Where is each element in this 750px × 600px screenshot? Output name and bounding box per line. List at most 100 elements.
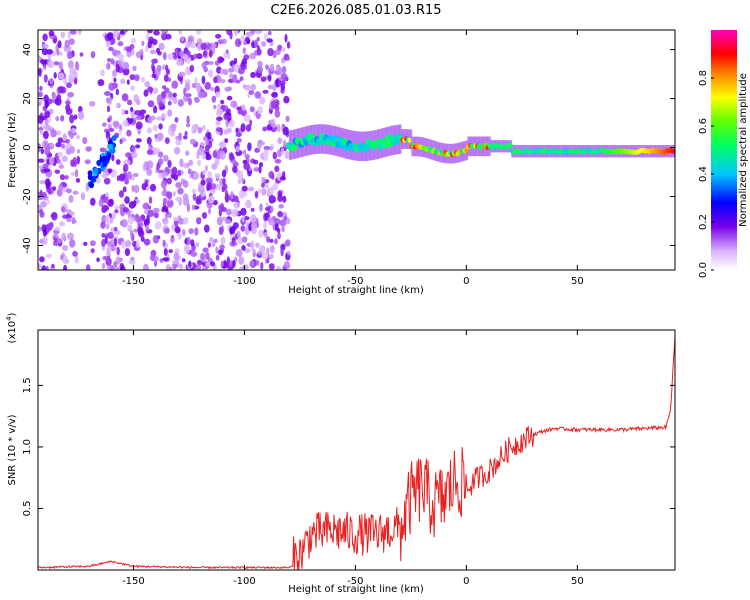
noise-cell — [221, 169, 227, 178]
noise-cell — [130, 37, 137, 44]
noise-cell — [285, 239, 291, 247]
noise-cell — [117, 41, 124, 47]
noise-cell — [282, 195, 287, 203]
noise-cell — [178, 132, 182, 141]
noise-cell — [158, 101, 164, 108]
noise-cell — [269, 205, 274, 213]
noise-cell — [197, 126, 203, 134]
noise-cell — [118, 190, 124, 198]
y-tick-label: -40 — [22, 237, 33, 253]
noise-cell — [146, 214, 150, 223]
noise-cell — [104, 195, 109, 204]
noise-cell — [60, 115, 65, 122]
noise-cell — [172, 191, 176, 197]
noise-cell — [73, 114, 78, 120]
noise-cell — [165, 264, 171, 270]
noise-cell — [85, 146, 92, 152]
noise-cell — [236, 230, 241, 238]
noise-cell — [178, 71, 186, 78]
noise-cell — [38, 158, 45, 163]
noise-cell — [247, 186, 255, 192]
noise-cell — [119, 138, 123, 145]
colorbar-label: Normalized spectral amplitude — [738, 73, 749, 227]
x-tick-label: -150 — [122, 576, 145, 587]
noise-cell — [69, 146, 75, 154]
noise-cell — [47, 60, 55, 69]
noise-cell — [69, 30, 77, 35]
noise-cell — [285, 115, 290, 123]
noise-cell — [181, 258, 186, 263]
noise-cell — [183, 87, 187, 97]
noise-cell — [58, 61, 64, 71]
noise-cell — [254, 91, 262, 99]
noise-cell — [284, 150, 289, 159]
noise-cell — [149, 254, 156, 262]
feature-cell — [108, 143, 114, 150]
noise-cell — [237, 178, 242, 184]
noise-cell — [38, 91, 43, 98]
feature-cell — [111, 135, 117, 142]
noise-cell — [228, 119, 235, 128]
noise-cell — [174, 117, 179, 123]
noise-cell — [233, 63, 239, 73]
spectrogram-x-ticks: -150 -100 -50 0 50 — [122, 30, 584, 287]
colorbar-tick-label: 0.2 — [698, 214, 709, 230]
noise-cell — [96, 257, 100, 263]
noise-cell — [77, 30, 82, 35]
noise-cell — [117, 53, 125, 60]
noise-cell — [244, 153, 250, 159]
noise-cell — [238, 189, 246, 199]
noise-cell — [262, 126, 267, 132]
noise-cell — [154, 260, 157, 267]
noise-cell — [116, 246, 120, 256]
noise-cell — [140, 236, 145, 242]
noise-cell — [164, 212, 169, 220]
noise-cell — [51, 211, 58, 221]
noise-cell — [57, 86, 65, 94]
noise-cell — [254, 147, 260, 153]
noise-cell — [250, 30, 256, 35]
noise-cell — [118, 129, 122, 136]
noise-cell — [65, 100, 71, 105]
noise-cell — [133, 200, 137, 207]
snr-x-label: Height of straight line (km) — [288, 584, 424, 595]
noise-cell — [38, 263, 42, 269]
spectrogram-frame — [37, 29, 676, 271]
noise-cell — [261, 182, 265, 188]
noise-cell — [274, 238, 278, 245]
noise-cell — [188, 228, 194, 235]
noise-cell — [267, 74, 272, 82]
noise-cell — [106, 265, 112, 270]
noise-cell — [208, 61, 214, 65]
noise-cell — [192, 172, 200, 180]
noise-cell — [167, 77, 172, 82]
noise-cell — [112, 245, 117, 251]
noise-cell — [186, 203, 190, 213]
noise-cell — [122, 207, 129, 213]
noise-cell — [173, 54, 178, 60]
noise-cell — [174, 48, 179, 55]
noise-cell — [130, 85, 136, 91]
noise-cell — [268, 253, 275, 259]
noise-cell — [43, 168, 51, 173]
noise-cell — [185, 150, 190, 156]
noise-cell — [49, 142, 55, 148]
noise-cell — [177, 187, 184, 195]
noise-cell — [133, 94, 139, 103]
noise-cell — [162, 64, 166, 70]
noise-cell — [258, 162, 264, 168]
noise-cell — [261, 188, 267, 196]
noise-cell — [39, 165, 44, 170]
noise-cell — [100, 69, 105, 77]
noise-cell — [219, 150, 226, 160]
noise-cell — [267, 84, 274, 90]
noise-cell — [202, 169, 206, 176]
noise-cell — [254, 39, 258, 48]
noise-cell — [249, 106, 255, 113]
noise-cell — [263, 33, 268, 41]
noise-cell — [65, 107, 73, 116]
noise-cell — [237, 109, 243, 115]
noise-cell — [164, 87, 170, 94]
noise-cell — [281, 226, 285, 233]
noise-cell — [163, 154, 169, 162]
